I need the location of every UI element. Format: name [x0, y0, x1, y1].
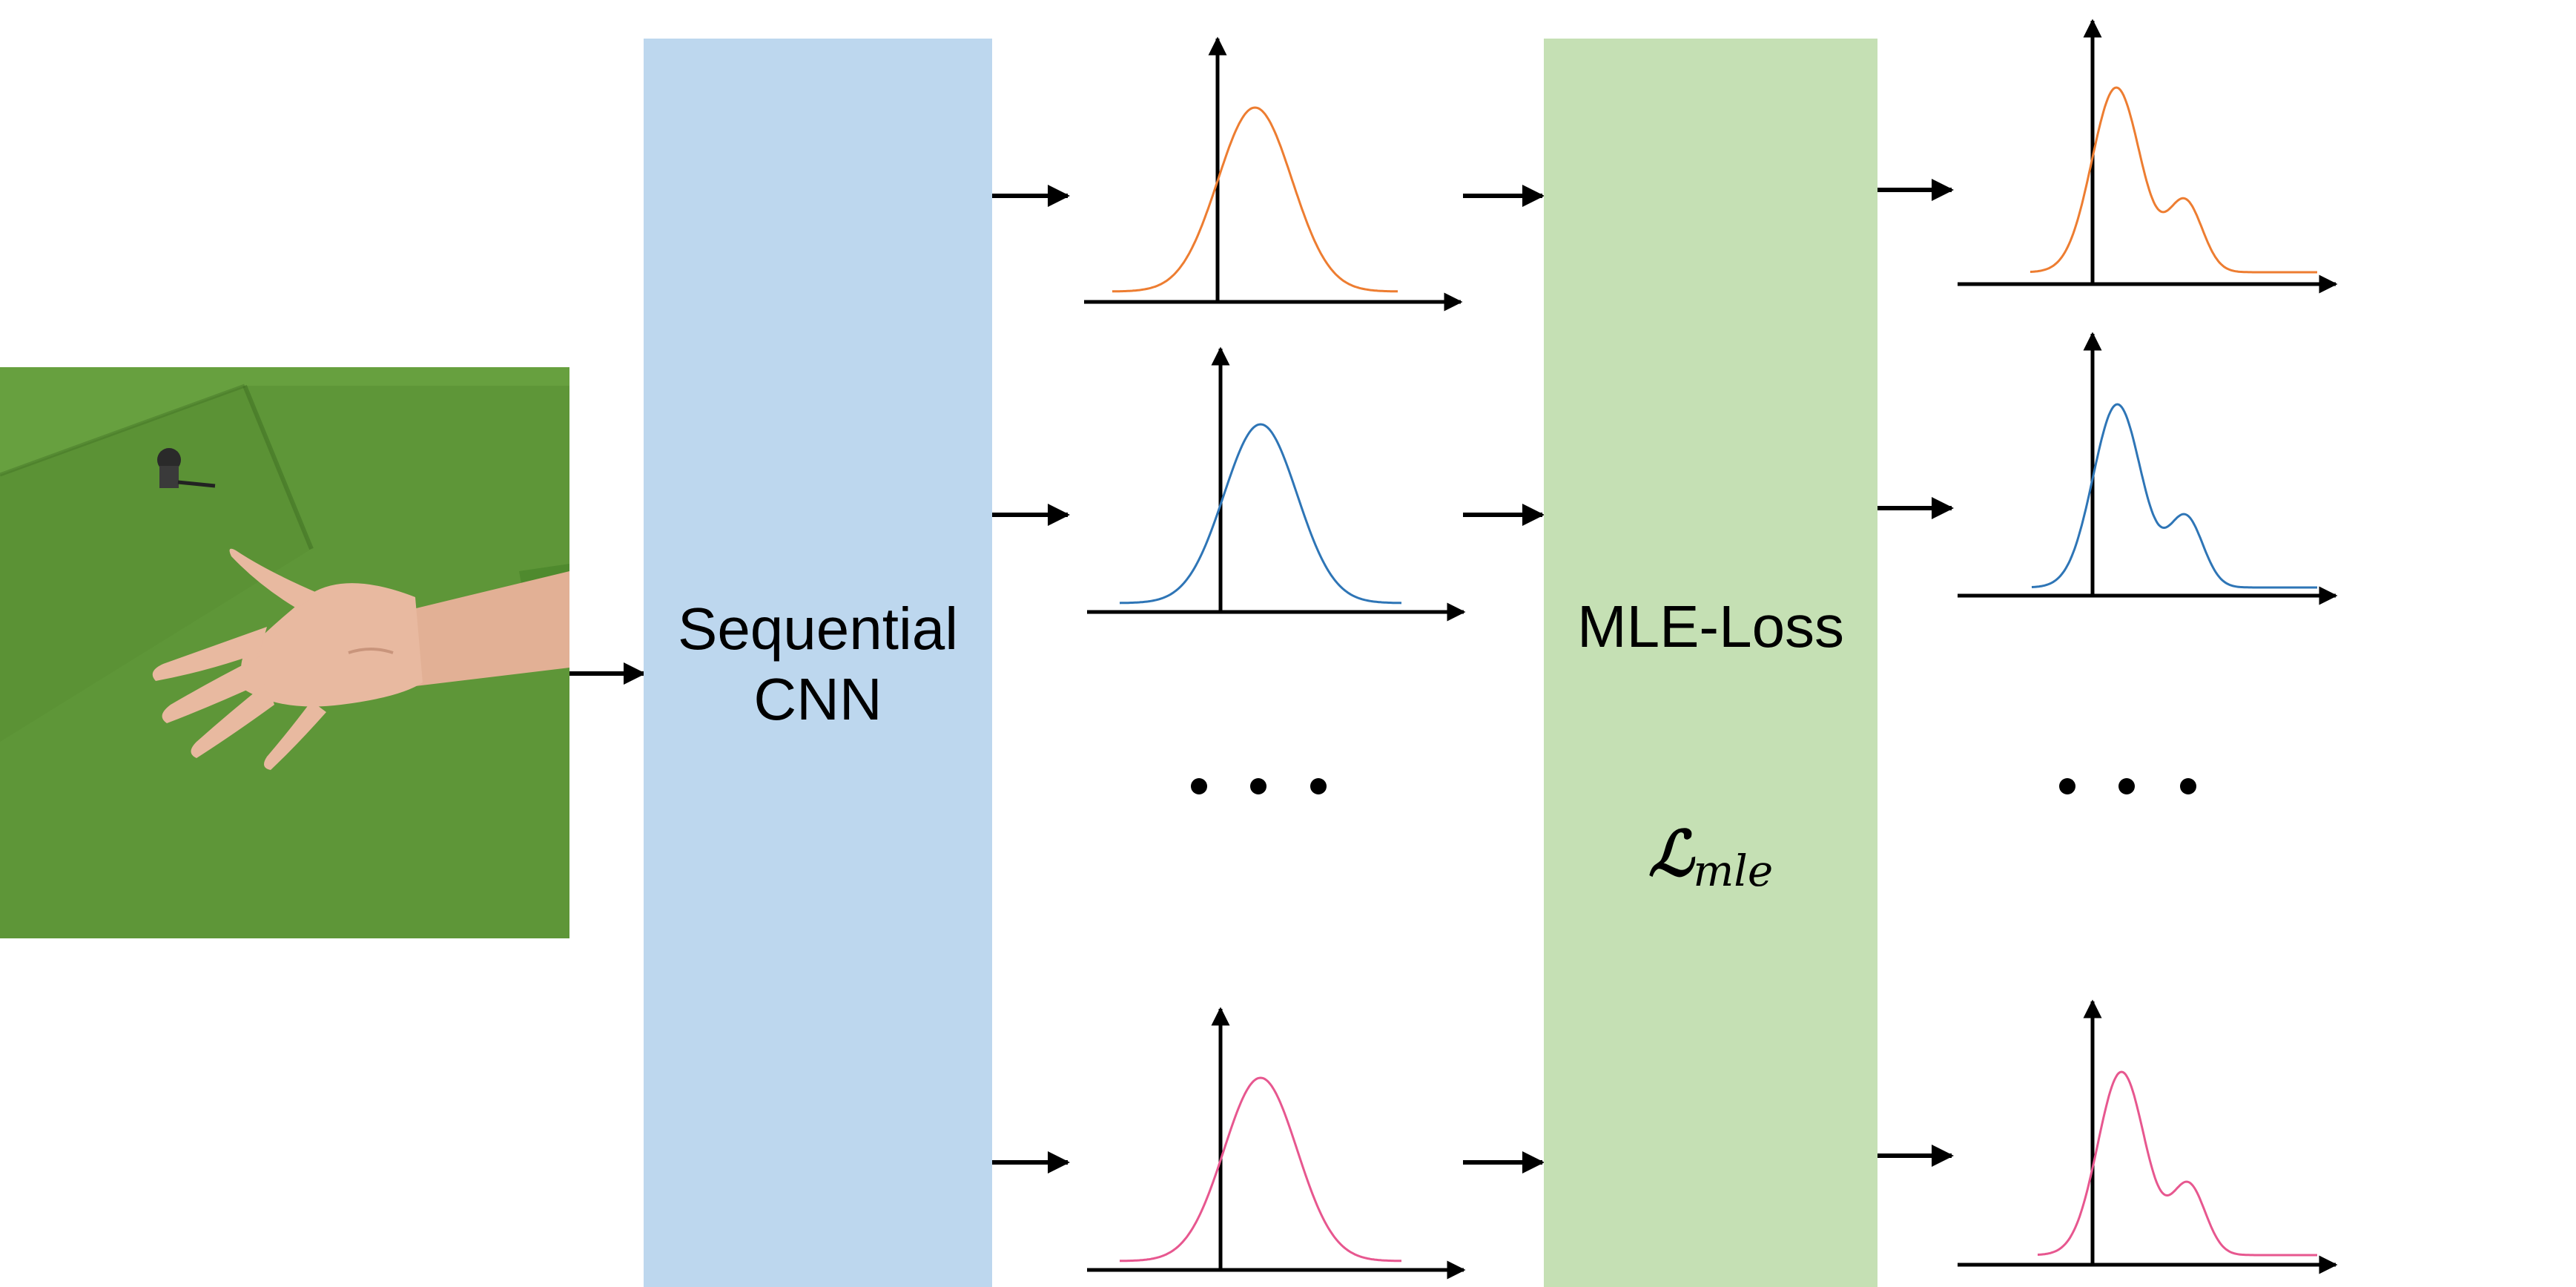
density-curve	[2031, 403, 2317, 589]
density-curve	[2030, 86, 2317, 274]
loss-formula: ℒmle	[1648, 817, 1773, 896]
cnn-label-line1: Sequential	[678, 596, 958, 662]
ellipsis-icon-output	[2059, 778, 2196, 794]
loss-formula-main: ℒ	[1648, 817, 1696, 890]
density-curve	[1120, 1076, 1401, 1263]
gaussian-plot-middle	[1087, 346, 1466, 622]
density-curve	[2037, 1070, 2317, 1257]
gaussian-plot-top	[1084, 36, 1463, 312]
density-curve	[1112, 106, 1398, 293]
cnn-label-line2: CNN	[753, 666, 882, 732]
cnn-block: Sequential CNN	[644, 39, 992, 1287]
input-hand-photo	[0, 367, 569, 938]
mle-loss-block: MLE-Loss ℒmle	[1544, 39, 1877, 1287]
bimodal-plot-top	[1958, 19, 2338, 294]
gaussian-plot-bottom	[1087, 1007, 1466, 1280]
camera-icon	[157, 448, 216, 488]
density-curve	[1119, 423, 1402, 605]
ellipsis-icon-input	[1191, 778, 1327, 794]
loss-formula-sub: mle	[1693, 846, 1773, 896]
hand-icon	[152, 548, 569, 770]
bimodal-plot-bottom	[1958, 999, 2338, 1274]
loss-label: MLE-Loss	[1577, 593, 1844, 659]
bimodal-plot-middle	[1958, 332, 2338, 605]
